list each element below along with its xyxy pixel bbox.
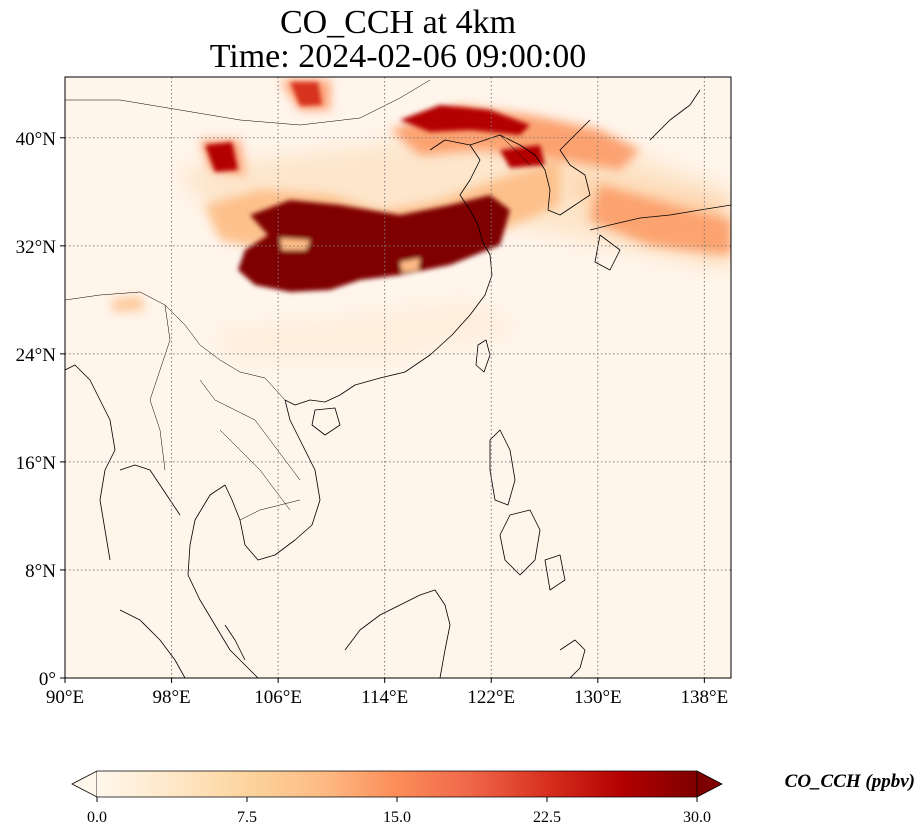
lat-tick-label: 24°N <box>16 345 57 366</box>
lat-tick-label: 16°N <box>16 453 57 474</box>
coastlines <box>65 89 731 678</box>
lon-tick-label: 90°E <box>46 687 84 708</box>
lat-tick-label: 32°N <box>16 237 57 258</box>
colorbar-max-extension <box>696 770 723 798</box>
colorbar-tick-label: 30.0 <box>683 809 711 826</box>
map-title: CO_CCH at 4km <box>279 4 517 41</box>
borders <box>65 79 531 521</box>
colorbar: 0.0 7.5 15.0 22.5 30.0 CO_CCH (ppbv) <box>71 770 915 826</box>
lon-tick-label: 138°E <box>681 687 729 708</box>
colorbar-label: CO_CCH (ppbv) <box>785 771 915 792</box>
map-frame <box>64 76 732 679</box>
lon-tick-label: 130°E <box>574 687 622 708</box>
longitude-axis: 90°E 98°E 106°E 114°E 122°E 130°E 138°E <box>46 678 728 708</box>
plume-core <box>205 82 545 292</box>
latitude-axis: 0° 8°N 16°N 24°N 32°N 40°N <box>16 129 65 690</box>
lon-tick-label: 122°E <box>467 687 515 708</box>
colorbar-tick-label: 0.0 <box>87 809 107 826</box>
colorbar-tick-label: 22.5 <box>533 809 561 826</box>
colorbar-ticks: 0.0 7.5 15.0 22.5 30.0 <box>87 797 711 826</box>
lat-tick-label: 0° <box>39 669 56 690</box>
lon-tick-label: 114°E <box>361 687 408 708</box>
map-time-subtitle: Time: 2024-02-06 09:00:00 <box>209 38 587 75</box>
colorbar-bar <box>97 771 697 797</box>
lon-tick-label: 106°E <box>254 687 302 708</box>
colorbar-min-extension <box>71 770 98 798</box>
lat-tick-label: 40°N <box>16 129 57 150</box>
colorbar-tick-label: 15.0 <box>383 809 411 826</box>
gridlines <box>65 77 731 678</box>
colorbar-tick-label: 7.5 <box>237 809 257 826</box>
lat-tick-label: 8°N <box>25 561 56 582</box>
concentration-field <box>65 77 731 678</box>
lon-tick-label: 98°E <box>152 687 190 708</box>
